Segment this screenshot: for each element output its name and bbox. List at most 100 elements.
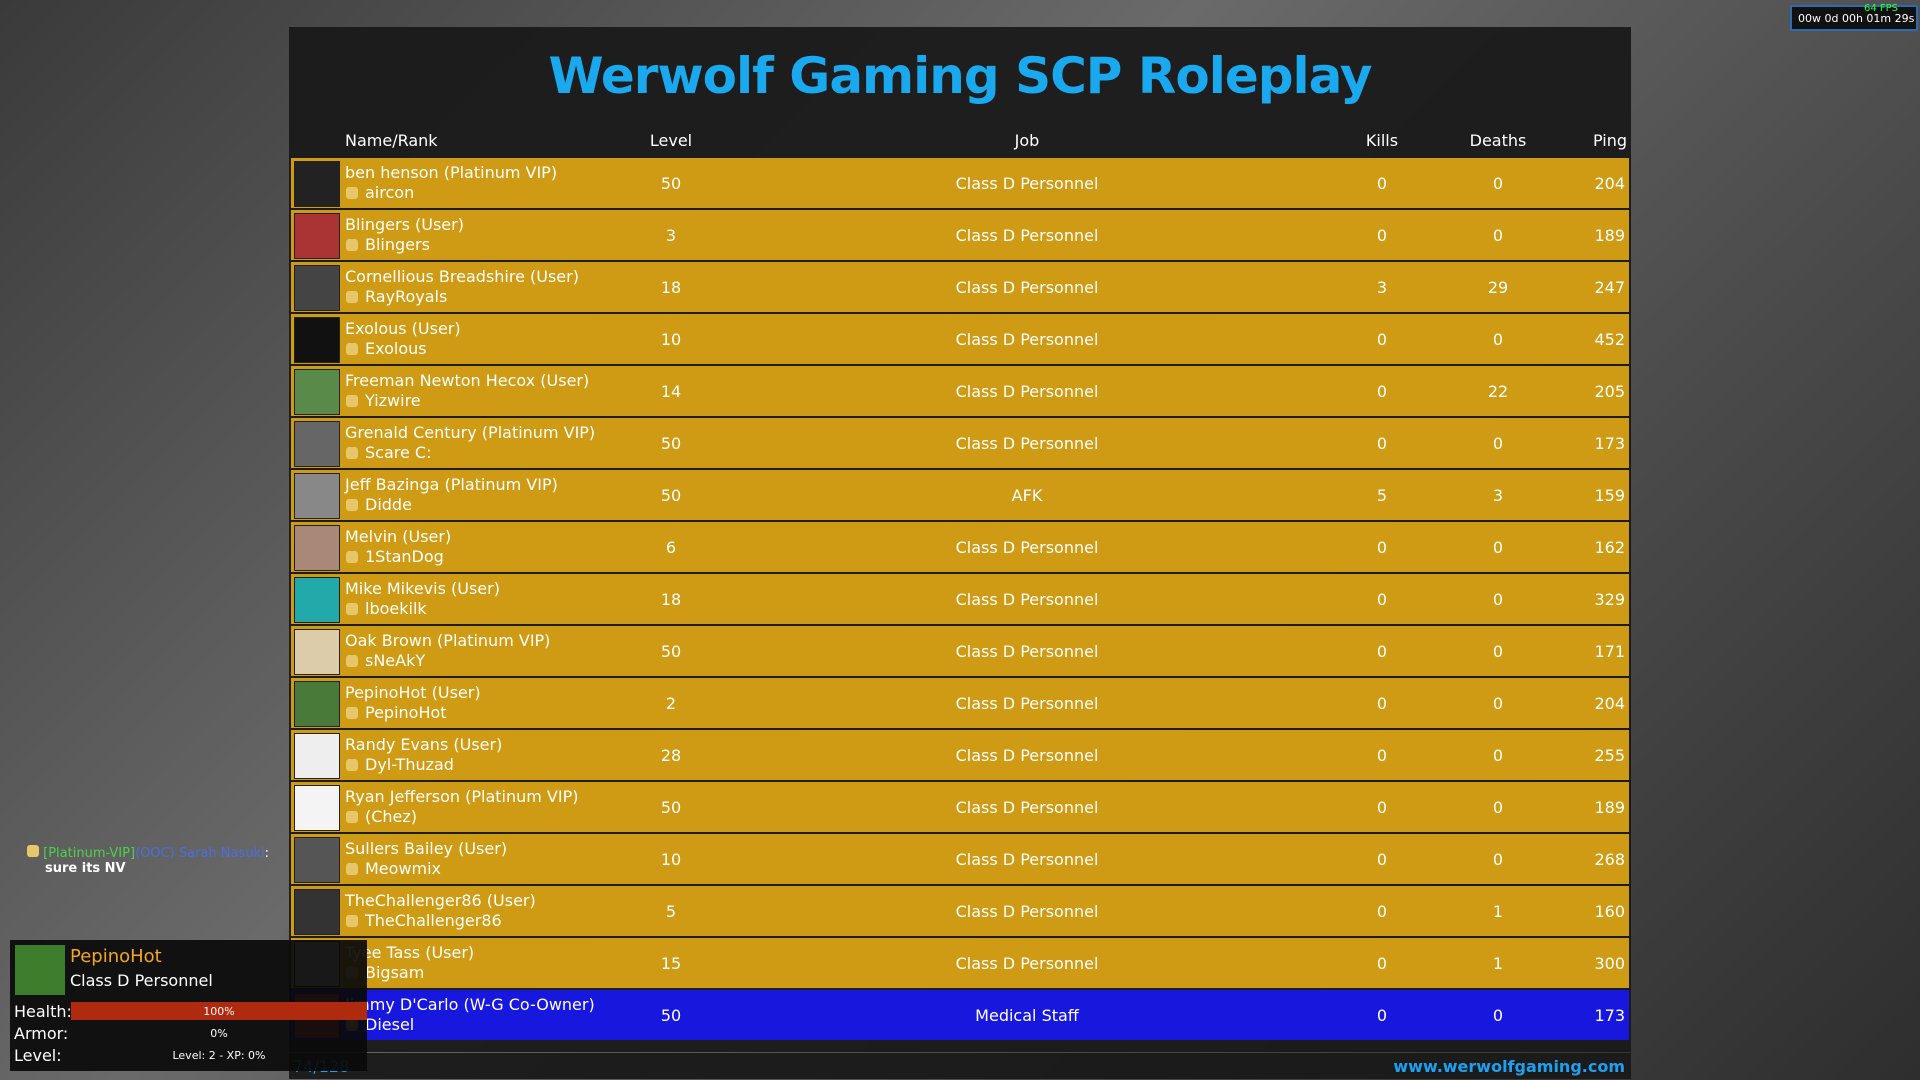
player-row[interactable]: Oak Brown (Platinum VIP) sNeAkY 50 Class D … xyxy=(291,626,1629,676)
deaths: 29 xyxy=(1487,278,1509,297)
deaths: 3 xyxy=(1492,486,1504,505)
player-row[interactable]: Jeff Bazinga (Platinum VIP) Didde 50 AFK 5 3 1… xyxy=(291,470,1629,520)
deaths: 1 xyxy=(1492,954,1504,973)
deaths: 0 xyxy=(1492,174,1504,193)
steam-name: lboekilk xyxy=(365,599,427,618)
job: Class D Personnel xyxy=(955,226,1099,245)
title: Werwolf Gaming SCP Roleplay xyxy=(548,47,1373,105)
steam-name: PepinoHot xyxy=(365,703,447,722)
rank-icon xyxy=(346,239,358,251)
job: Class D Personnel xyxy=(955,642,1099,661)
player-name: Randy Evans (User) xyxy=(345,735,503,754)
kills: 0 xyxy=(1376,1006,1388,1025)
player-row[interactable]: Randy Evans (User) Dyl-Thuzad 28 Class D Pe… xyxy=(291,730,1629,780)
ping: 329 xyxy=(1594,590,1625,609)
kills: 0 xyxy=(1376,590,1388,609)
deaths: 0 xyxy=(1492,850,1504,869)
ping: 173 xyxy=(1594,434,1625,453)
health-label: Health: xyxy=(14,1002,72,1021)
avatar xyxy=(294,161,340,207)
level: 10 xyxy=(660,850,682,869)
player-row[interactable]: Blingers (User) Blingers 3 Class D Personne… xyxy=(291,210,1629,260)
kills: 0 xyxy=(1376,330,1388,349)
ping: 160 xyxy=(1594,902,1625,921)
rank-icon xyxy=(346,915,358,927)
player-name: Oak Brown (Platinum VIP) xyxy=(345,631,551,650)
kills: 0 xyxy=(1376,850,1388,869)
job: Class D Personnel xyxy=(955,278,1099,297)
player-row[interactable]: Mike Mikevis (User) lboekilk 18 Class D Per… xyxy=(291,574,1629,624)
player-list: ben henson (Platinum VIP) aircon 50 Class D… xyxy=(289,158,1631,1053)
player-name: Blingers (User) xyxy=(345,215,464,234)
avatar xyxy=(294,265,340,311)
job: Class D Personnel xyxy=(955,538,1099,557)
ping: 189 xyxy=(1594,798,1625,817)
steam-name: 1StanDog xyxy=(365,547,444,566)
level: 3 xyxy=(665,226,677,245)
player-row[interactable]: Freeman Newton Hecox (User) Yizwire 14 Clas… xyxy=(291,366,1629,416)
kills: 0 xyxy=(1376,746,1388,765)
level: 2 xyxy=(665,694,677,713)
player-row[interactable]: Grenald Century (Platinum VIP) Scare C: 50… xyxy=(291,418,1629,468)
player-row[interactable]: Melvin (User) 1StanDog 6 Class D Personnel 0… xyxy=(291,522,1629,572)
col-header: Name/Rank xyxy=(345,131,438,150)
kills: 0 xyxy=(1376,382,1388,401)
deaths: 0 xyxy=(1492,434,1504,453)
player-name: Exolous (User) xyxy=(345,319,461,338)
rank-icon xyxy=(346,759,358,771)
player-row[interactable]: TheChallenger86 (User) TheChallenger86 5 Cl… xyxy=(291,886,1629,936)
player-row[interactable]: Jimmy D'Carlo (W-G Co-Owner) Diesel 50 Medi… xyxy=(291,990,1629,1040)
kills: 5 xyxy=(1376,486,1388,505)
avatar xyxy=(294,629,340,675)
job: Medical Staff xyxy=(975,1006,1079,1025)
kills: 0 xyxy=(1376,902,1388,921)
rank-icon xyxy=(346,655,358,667)
level: 50 xyxy=(660,486,682,505)
rank-icon xyxy=(346,551,358,563)
steam-name: Dyl-Thuzad xyxy=(365,755,454,774)
player-row[interactable]: Cornellious Breadshire (User) RayRoyals 18… xyxy=(291,262,1629,312)
steam-name: Bigsam xyxy=(365,963,425,982)
player-row[interactable]: Ryan Jefferson (Platinum VIP) (Chez) 50 Cla… xyxy=(291,782,1629,832)
hud-avatar xyxy=(15,945,65,995)
level: 28 xyxy=(660,746,682,765)
scoreboard: Werwolf Gaming SCP Roleplay Name/Rank Le… xyxy=(289,27,1631,1079)
armor-label: Armor: xyxy=(14,1024,69,1043)
hud-name: PepinoHot xyxy=(70,946,162,967)
ping: 268 xyxy=(1594,850,1625,869)
rank-icon xyxy=(346,499,358,511)
ping: 205 xyxy=(1594,382,1625,401)
steam-name: sNeAkY xyxy=(365,651,426,670)
avatar xyxy=(294,577,340,623)
level: 6 xyxy=(665,538,677,557)
level: Level: 2 - XP: 0% xyxy=(172,1049,266,1062)
player-row[interactable]: PepinoHot (User) PepinoHot 2 Class D Person… xyxy=(291,678,1629,728)
player-row[interactable]: Tyee Tass (User) Bigsam 15 Class D Personne… xyxy=(291,938,1629,988)
job: Class D Personnel xyxy=(955,330,1099,349)
player-name: TheChallenger86 (User) xyxy=(345,891,536,910)
deaths: 0 xyxy=(1492,538,1504,557)
player-name: Mike Mikevis (User) xyxy=(345,579,500,598)
player-row[interactable]: Exolous (User) Exolous 10 Class D Personnel… xyxy=(291,314,1629,364)
avatar xyxy=(294,473,340,519)
kills: 0 xyxy=(1376,642,1388,661)
rank-icon xyxy=(346,447,358,459)
ping: 300 xyxy=(1594,954,1625,973)
website[interactable]: www.werwolfgaming.com xyxy=(1393,1057,1625,1076)
deaths: 1 xyxy=(1492,902,1504,921)
job: Class D Personnel xyxy=(955,590,1099,609)
player-row[interactable]: ben henson (Platinum VIP) aircon 50 Class D… xyxy=(291,158,1629,208)
kills: 0 xyxy=(1376,954,1388,973)
job: Class D Personnel xyxy=(955,954,1099,973)
ping: 171 xyxy=(1594,642,1625,661)
job: AFK xyxy=(1011,486,1043,505)
level: 5 xyxy=(665,902,677,921)
player-row[interactable]: Sullers Bailey (User) Meowmix 10 Class D Pe… xyxy=(291,834,1629,884)
rank-icon xyxy=(346,291,358,303)
avatar xyxy=(294,317,340,363)
job: Class D Personnel xyxy=(955,902,1099,921)
player-name: Melvin (User) xyxy=(345,527,452,546)
col-header: Level xyxy=(649,131,693,150)
player-name: PepinoHot (User) xyxy=(345,683,481,702)
player-name: ben henson (Platinum VIP) xyxy=(345,163,558,182)
